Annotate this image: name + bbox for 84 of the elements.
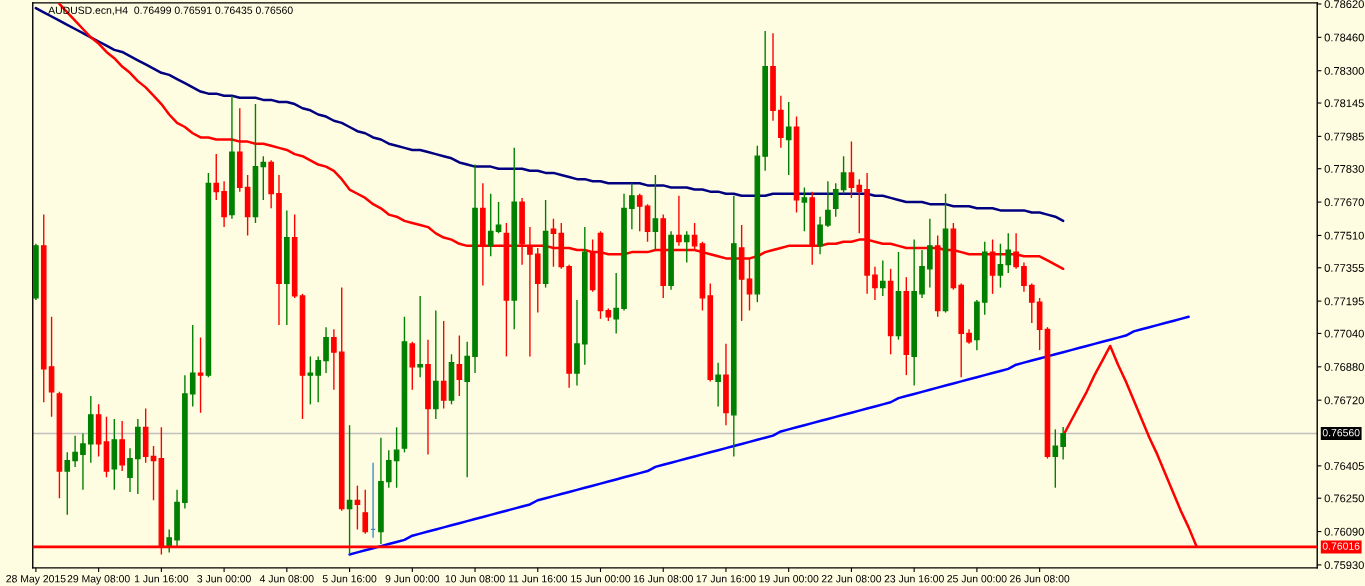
candlestick: [417, 295, 423, 378]
y-tick-label: 0.76250: [1324, 494, 1364, 503]
candlestick: [260, 155, 267, 201]
candlestick: [801, 186, 808, 232]
y-tick-label: 0.77355: [1324, 264, 1364, 272]
y-tick-label: 0.78620: [1324, 0, 1364, 9]
candlestick: [189, 324, 196, 408]
x-tick-label: 11 Jun 16:00: [508, 575, 568, 583]
line-series: [34, 6, 1065, 223]
y-tick-label: 0.77830: [1324, 164, 1364, 173]
candlestick: [213, 153, 220, 201]
x-tick-label: 15 Jun 00:00: [571, 575, 631, 583]
candlestick: [315, 355, 322, 403]
y-tick-label: 0.76090: [1324, 527, 1364, 536]
x-tick-label: 4 Jun 08:00: [259, 575, 314, 583]
candlestick: [825, 180, 831, 228]
candlestick: [362, 489, 369, 535]
y-tick-label: 0.76720: [1324, 396, 1364, 405]
x-tick-label: 19 Jun 00:00: [759, 575, 819, 583]
y-tick-label: 0.75930: [1324, 561, 1364, 570]
candlestick: [456, 334, 463, 397]
line-series: [348, 315, 1190, 556]
candlestick: [683, 230, 690, 264]
candlestick: [997, 243, 1004, 289]
y-tick-label: 0.77985: [1324, 132, 1364, 141]
ref-line-label: 0.76016: [1322, 542, 1360, 550]
y-tick-label: 0.76405: [1324, 462, 1364, 470]
candlestick: [676, 195, 682, 247]
candlestick: [1005, 232, 1012, 274]
candlestick: [879, 259, 886, 297]
candlestick: [613, 272, 620, 335]
y-tick-label: 0.77040: [1324, 329, 1364, 338]
y-tick-label: 0.78145: [1324, 99, 1364, 108]
candlestick: [127, 447, 133, 493]
candlestick: [872, 266, 878, 301]
candlestick: [385, 449, 392, 489]
x-tick-label: 28 May 2015: [6, 575, 66, 585]
candlestick: [715, 361, 721, 408]
candlestick: [166, 528, 173, 554]
candlestick: [652, 174, 659, 251]
x-tick-label: 26 Jun 08:00: [1010, 575, 1070, 583]
x-tick-label: 23 Jun 16:00: [884, 575, 944, 583]
y-tick-label: 0.77510: [1324, 231, 1364, 240]
y-tick-label: 0.78460: [1324, 33, 1364, 42]
candlestick: [848, 140, 855, 199]
candlestick: [64, 451, 71, 516]
candlestick: [72, 434, 78, 468]
candlestick: [1021, 261, 1027, 293]
x-tick-label: 10 Jun 08:00: [445, 575, 505, 583]
candlestick: [1052, 428, 1059, 489]
candlestick: [80, 432, 86, 491]
y-tick-label: 0.78300: [1324, 66, 1364, 75]
candlestick: [817, 215, 823, 255]
x-tick-label: 22 Jun 08:00: [821, 575, 882, 583]
candlestick: [785, 101, 792, 176]
candlestick: [1028, 282, 1035, 324]
x-tick-label: 9 Jun 00:00: [385, 575, 440, 583]
candlestick: [323, 326, 329, 374]
y-tick-label: 0.77195: [1324, 297, 1364, 306]
x-tick-label: 25 Jun 00:00: [947, 575, 1007, 583]
candlestick: [691, 222, 698, 251]
candlestick: [487, 193, 494, 257]
candlestick: [495, 201, 502, 235]
x-tick-label: 16 Jun 08:00: [633, 575, 693, 583]
candlestick: [197, 336, 204, 414]
candlestick: [307, 355, 314, 406]
candlestick: [629, 182, 635, 230]
candlestick: [856, 178, 863, 235]
y-tick-label: 0.76880: [1324, 363, 1364, 371]
candlestick: [409, 341, 416, 391]
candlestick: [636, 193, 643, 232]
candlestick: [331, 328, 337, 391]
candlestick: [440, 320, 447, 410]
candlestick: [1060, 426, 1066, 461]
candlestick: [927, 218, 933, 289]
x-tick-label: 3 Jun 00:00: [197, 575, 251, 583]
x-tick-label: 17 Jun 16:00: [696, 575, 756, 583]
x-tick-label: 29 May 08:00: [67, 575, 130, 585]
x-tick-label: 5 Jun 16:00: [322, 575, 377, 583]
candlestick: [840, 155, 847, 195]
x-tick-label: 1 Jun 16:00: [134, 575, 189, 583]
y-tick-label: 0.77670: [1324, 198, 1364, 207]
candlestick: [832, 182, 839, 218]
ref-line-label: 0.76560: [1322, 428, 1360, 437]
